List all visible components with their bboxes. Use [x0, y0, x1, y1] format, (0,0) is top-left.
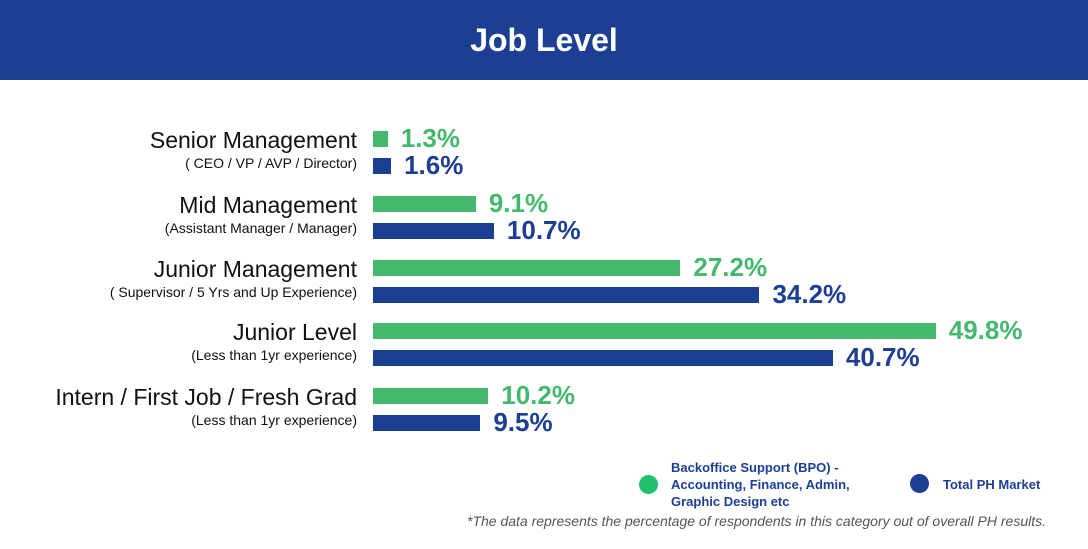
data-label: 10.2%	[501, 380, 575, 410]
legend-line: Backoffice Support (BPO) -	[671, 460, 839, 475]
chart-title: Job Level	[470, 21, 618, 58]
category-label: Mid Management (Assistant Manager / Manag…	[165, 192, 357, 238]
header-banner: Job Level	[0, 0, 1088, 80]
legend-dot-total	[910, 474, 929, 493]
data-label: 34.2%	[772, 279, 847, 309]
total-bar	[373, 350, 833, 366]
data-label: 27.2%	[693, 252, 768, 282]
total-bar	[373, 415, 481, 431]
data-label: 40.7%	[845, 342, 920, 372]
category-subtitle: (Less than 1yr experience)	[191, 347, 357, 363]
category-label: Junior Level (Less than 1yr experience)	[191, 319, 357, 365]
legend-label-total: Total PH Market	[943, 477, 1041, 492]
legend-line: Accounting, Finance, Admin,	[671, 477, 850, 492]
category-title: Intern / First Job / Fresh Grad	[55, 384, 357, 410]
category-subtitle: ( Supervisor / 5 Yrs and Up Experience)	[109, 284, 357, 300]
category-title: Mid Management	[179, 192, 357, 218]
bpo-bar	[373, 323, 936, 339]
category-title: Senior Management	[149, 127, 357, 153]
data-label: 1.6%	[404, 150, 464, 180]
data-label: 1.3%	[400, 123, 460, 153]
legend-dot-bpo	[639, 475, 658, 494]
bpo-bar	[373, 388, 489, 404]
category-subtitle: ( CEO / VP / AVP / Director)	[185, 155, 357, 171]
legend-line: Graphic Design etc	[671, 494, 790, 509]
bpo-bar	[373, 196, 476, 212]
category-subtitle: (Assistant Manager / Manager)	[164, 220, 357, 236]
category-label: Senior Management ( CEO / VP / AVP / Dire…	[150, 127, 357, 173]
category-title: Junior Management	[153, 256, 357, 282]
category-subtitle: (Less than 1yr experience)	[191, 412, 357, 428]
category-label: Intern / First Job / Fresh Grad (Less tha…	[55, 384, 357, 430]
category-label: Junior Management ( Supervisor / 5 Yrs an…	[110, 256, 357, 302]
total-bar	[373, 158, 392, 174]
data-label: 10.7%	[506, 215, 581, 245]
total-bar	[373, 287, 760, 303]
bpo-bar	[373, 131, 388, 147]
data-label: 49.8%	[948, 315, 1023, 345]
data-label: 9.5%	[493, 407, 553, 437]
total-bar	[373, 223, 494, 239]
data-label: 9.1%	[488, 188, 549, 218]
legend-label-bpo: Backoffice Support (BPO) - Accounting, F…	[671, 459, 850, 510]
category-title: Junior Level	[232, 319, 357, 345]
footnote: *The data represents the percentage of r…	[467, 513, 1046, 529]
bpo-bar	[373, 260, 681, 276]
